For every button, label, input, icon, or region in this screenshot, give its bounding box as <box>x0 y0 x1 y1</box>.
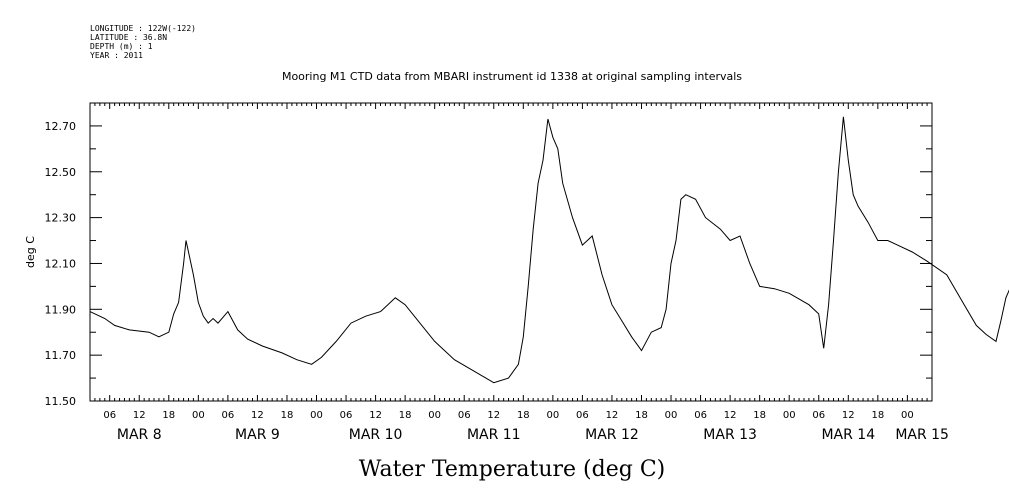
y-tick-label: 11.50 <box>45 395 77 408</box>
x-axis-ticks <box>89 103 933 401</box>
metadata-year: YEAR : 2011 <box>90 51 143 60</box>
x-hour-tick-labels: 06 12 18 00 06 12 18 00 06 12 18 00 06 12 18 00 06 12 18 00… <box>103 410 913 421</box>
x-hour-tick-label: 00 <box>901 410 914 421</box>
x-day-label: MAR 15 <box>895 427 949 443</box>
y-tick-labels: 11.50 11.70 11.90 12.10 12.30 12.50 12.70 <box>45 120 77 408</box>
x-hour-tick-label: 00 <box>428 410 441 421</box>
x-hour-tick-label: 06 <box>812 410 825 421</box>
x-hour-tick-label: 00 <box>192 410 205 421</box>
x-day-label: MAR 12 <box>585 427 639 443</box>
x-day-label: MAR 10 <box>349 427 403 443</box>
metadata-depth: DEPTH (m) : 1 <box>90 42 153 51</box>
x-hour-tick-label: 12 <box>369 410 382 421</box>
x-day-label: MAR 13 <box>703 427 757 443</box>
x-hour-tick-label: 00 <box>665 410 678 421</box>
series-line-water-temperature <box>89 116 1009 384</box>
x-hour-tick-label: 06 <box>222 410 235 421</box>
y-tick-label: 12.50 <box>45 166 77 179</box>
x-hour-tick-label: 18 <box>281 410 294 421</box>
x-hour-tick-label: 18 <box>753 410 766 421</box>
x-hour-tick-label: 06 <box>340 410 353 421</box>
x-hour-tick-label: 00 <box>783 410 796 421</box>
x-hour-tick-label: 06 <box>694 410 707 421</box>
x-hour-tick-label: 12 <box>842 410 855 421</box>
x-hour-tick-label: 12 <box>251 410 264 421</box>
x-day-label: MAR 9 <box>235 427 280 443</box>
plot-frame <box>89 102 933 402</box>
x-hour-tick-label: 12 <box>133 410 146 421</box>
y-tick-label: 12.70 <box>45 120 77 133</box>
y-axis-label: deg C <box>24 236 37 268</box>
x-day-label: MAR 14 <box>821 427 875 443</box>
x-hour-tick-label: 12 <box>606 410 619 421</box>
x-hour-tick-label: 00 <box>546 410 559 421</box>
y-tick-label: 12.30 <box>45 212 77 225</box>
y-tick-label: 12.10 <box>45 257 77 270</box>
x-day-label: MAR 11 <box>467 427 521 443</box>
y-axis-ticks <box>90 102 932 402</box>
x-hour-tick-label: 18 <box>399 410 412 421</box>
y-tick-label: 11.70 <box>45 349 77 362</box>
x-hour-tick-label: 12 <box>487 410 500 421</box>
metadata-latitude: LATITUDE : 36.8N <box>90 33 167 42</box>
x-hour-tick-label: 18 <box>162 410 175 421</box>
x-hour-tick-label: 00 <box>310 410 323 421</box>
chart-title: Mooring M1 CTD data from MBARI instrumen… <box>282 70 742 83</box>
y-tick-label: 11.90 <box>45 303 77 316</box>
metadata-block: LONGITUDE : 122W(-122) LATITUDE : 36.8N … <box>90 24 196 60</box>
x-hour-tick-label: 06 <box>103 410 116 421</box>
x-hour-tick-label: 18 <box>517 410 530 421</box>
x-axis-label: Water Temperature (deg C) <box>359 457 666 482</box>
x-hour-tick-label: 12 <box>724 410 737 421</box>
metadata-longitude: LONGITUDE : 122W(-122) <box>90 24 196 33</box>
x-hour-tick-label: 06 <box>458 410 471 421</box>
x-hour-tick-label: 18 <box>635 410 648 421</box>
x-hour-tick-label: 18 <box>871 410 884 421</box>
x-hour-tick-label: 06 <box>576 410 589 421</box>
x-day-labels: MAR 8 MAR 9 MAR 10 MAR 11 MAR 12 MAR 13 MAR 14… <box>117 427 949 443</box>
x-day-label: MAR 8 <box>117 427 162 443</box>
